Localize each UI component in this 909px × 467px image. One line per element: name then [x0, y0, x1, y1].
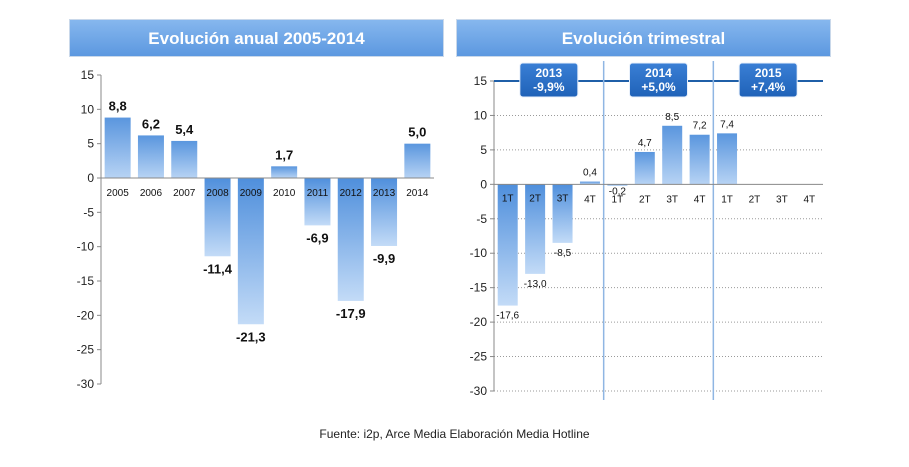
y-tick-label: 5 [87, 137, 94, 151]
year-summary-box [738, 62, 798, 98]
x-tick-label: 2T [749, 194, 761, 205]
x-tick-label: 2012 [340, 188, 363, 199]
value-label: -21,3 [236, 329, 266, 344]
x-tick-label: 2006 [140, 188, 163, 199]
x-tick-label: 1T [612, 194, 624, 205]
x-tick-label: 4T [584, 194, 596, 205]
bar [271, 166, 298, 178]
value-label: 0,4 [583, 168, 597, 179]
bar [171, 140, 198, 178]
x-tick-label: 4T [694, 194, 706, 205]
year-summary-year: 2015 [755, 66, 782, 80]
bar [237, 178, 264, 325]
quarterly-chart: 15 10 5 0 -5 -10 -15 -20 -25 -30 -17,6 1T -13,0 2T -8,… [470, 61, 823, 400]
y-tick-label: -20 [77, 308, 95, 322]
year-summary-change: +5,0% [641, 80, 676, 94]
x-tick-label: 4T [803, 194, 815, 205]
x-tick-label: 1T [721, 194, 733, 205]
value-label: 8,5 [665, 112, 679, 123]
value-label: -9,9 [373, 251, 395, 266]
annual-chart: 15 10 5 0 -5 -10 -15 -20 -25 -30 8,8 2005 6,2 2006 5,4… [77, 68, 434, 391]
bar [337, 178, 364, 301]
x-tick-label: 2009 [240, 188, 263, 199]
x-tick-label: 2005 [107, 188, 130, 199]
bar [552, 184, 573, 243]
x-tick-label: 2008 [206, 188, 229, 199]
value-label: -17,9 [336, 306, 366, 321]
value-label: -13,0 [524, 279, 547, 290]
bar [104, 117, 131, 178]
value-label: 8,8 [109, 99, 127, 114]
bar [497, 184, 518, 306]
value-label: -17,6 [496, 311, 519, 322]
bar [607, 184, 628, 186]
x-tick-label: 3T [557, 193, 569, 204]
y-tick-label: -5 [476, 212, 487, 226]
bar [662, 125, 683, 185]
x-tick-label: 2011 [307, 188, 329, 199]
value-label: 7,2 [693, 121, 707, 132]
bar [371, 178, 398, 246]
x-tick-label: 2T [639, 194, 651, 205]
y-tick-label: 5 [480, 143, 487, 157]
y-tick-label: -20 [470, 315, 488, 329]
x-tick-label: 2007 [173, 188, 196, 199]
year-summary-box [519, 62, 579, 98]
value-label: 4,7 [638, 138, 652, 149]
x-tick-label: 3T [776, 194, 788, 205]
value-label: 1,7 [275, 147, 293, 162]
x-tick-label: 2010 [273, 188, 296, 199]
year-summary-change: +7,4% [751, 80, 786, 94]
y-tick-label: -30 [470, 384, 488, 398]
y-tick-label: -25 [77, 343, 95, 357]
y-tick-label: -15 [470, 281, 488, 295]
y-tick-label: 10 [474, 108, 488, 122]
quarterly-chart-title: Evolución trimestral [456, 19, 831, 57]
y-tick-label: 15 [81, 68, 95, 82]
y-tick-label: 15 [474, 74, 488, 88]
bar [579, 181, 600, 185]
bar [525, 184, 546, 274]
y-tick-label: -10 [470, 246, 488, 260]
x-tick-label: 2014 [406, 188, 429, 199]
bar [304, 178, 331, 226]
bar [634, 151, 655, 185]
bar [137, 135, 164, 178]
y-tick-label: 0 [87, 171, 94, 185]
y-tick-label: -5 [83, 205, 94, 219]
x-tick-label: 2T [529, 193, 541, 204]
year-summary-year: 2013 [535, 66, 562, 80]
y-tick-label: -15 [77, 274, 95, 288]
y-tick-label: -30 [77, 377, 95, 391]
value-label: 5,4 [175, 122, 194, 137]
bar [204, 178, 231, 257]
bar [717, 133, 738, 185]
y-tick-label: 0 [480, 177, 487, 191]
value-label: -8,5 [554, 248, 572, 259]
value-label: -11,4 [203, 261, 233, 276]
x-tick-label: 1T [502, 193, 514, 204]
year-summary-year: 2014 [645, 66, 672, 80]
value-label: 5,0 [408, 125, 426, 140]
value-label: -6,9 [306, 230, 328, 245]
bar [404, 143, 431, 178]
year-summary-box [629, 62, 688, 98]
y-tick-label: 10 [81, 102, 95, 116]
y-tick-label: -10 [77, 240, 95, 254]
value-label: 6,2 [142, 116, 160, 131]
source-note: Fuente: i2p, Arce Media Elaboración Medi… [319, 427, 590, 441]
year-summary-change: -9,9% [533, 80, 565, 94]
annual-chart-title: Evolución anual 2005-2014 [69, 19, 444, 57]
x-tick-label: 3T [666, 194, 678, 205]
value-label: -0,2 [609, 186, 627, 197]
y-tick-label: -25 [470, 350, 488, 364]
bar [689, 134, 710, 185]
x-tick-label: 2013 [373, 188, 396, 199]
value-label: 7,4 [720, 119, 734, 130]
